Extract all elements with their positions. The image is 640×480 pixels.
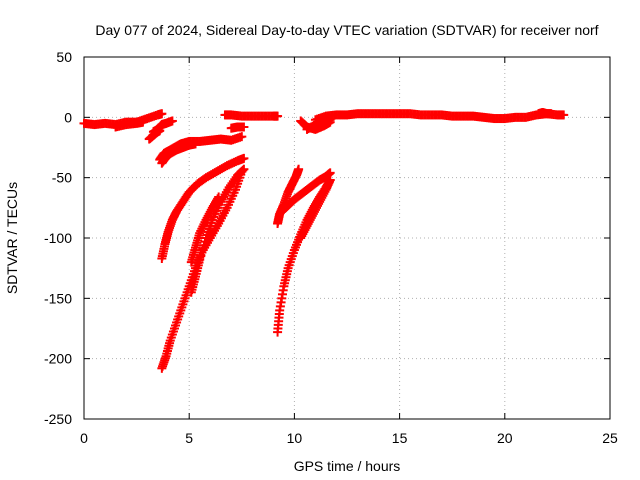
data-point bbox=[138, 117, 148, 127]
y-axis-title: SDTVAR / TECUs bbox=[4, 182, 20, 294]
x-tick-label: 25 bbox=[602, 430, 618, 446]
data-point bbox=[157, 109, 167, 119]
y-tick-label: -50 bbox=[52, 170, 72, 186]
y-tick-label: 50 bbox=[56, 49, 72, 65]
data-series-segment bbox=[296, 175, 335, 243]
data-point bbox=[198, 244, 208, 254]
data-point bbox=[325, 168, 335, 178]
data-point bbox=[546, 109, 556, 119]
y-tick-label: 0 bbox=[64, 109, 72, 125]
data-point bbox=[196, 251, 206, 261]
y-tick-label: -100 bbox=[44, 230, 72, 246]
data-series-segment bbox=[310, 109, 569, 125]
data-series-segment bbox=[226, 122, 249, 133]
data-series-segment bbox=[155, 132, 247, 165]
data-point bbox=[325, 175, 335, 185]
tick-layer: 0 5 10 15 20 25 50 0 -50 -100 -150 -200 -250 bbox=[44, 49, 618, 446]
data-point bbox=[239, 164, 249, 174]
data-point bbox=[238, 165, 248, 175]
y-tick-label: -150 bbox=[44, 290, 72, 306]
data-point bbox=[559, 110, 569, 120]
x-tick-label: 10 bbox=[287, 430, 303, 446]
data-point bbox=[167, 116, 177, 126]
data-series-segment bbox=[111, 117, 148, 132]
data-series-segment bbox=[186, 192, 224, 267]
data-point bbox=[214, 192, 224, 202]
x-tick-label: 20 bbox=[497, 430, 513, 446]
data-series-segment bbox=[148, 116, 177, 137]
x-axis-title: GPS time / hours bbox=[294, 458, 401, 474]
data-point bbox=[200, 237, 210, 247]
data-point bbox=[239, 153, 249, 163]
data-point bbox=[239, 122, 249, 132]
data-point bbox=[195, 255, 205, 265]
data-series-segment bbox=[277, 168, 335, 216]
data-series-segment bbox=[157, 153, 249, 264]
data-point bbox=[237, 132, 247, 142]
x-tick-label: 5 bbox=[185, 430, 193, 446]
data-series-segment bbox=[157, 167, 247, 373]
data-point bbox=[273, 111, 283, 121]
y-tick-label: -250 bbox=[44, 411, 72, 427]
data-point bbox=[199, 240, 209, 250]
data-series-segment bbox=[220, 110, 283, 121]
x-tick-label: 15 bbox=[392, 430, 408, 446]
data-point bbox=[294, 164, 304, 174]
data-series-segment bbox=[533, 108, 556, 119]
y-tick-label: -200 bbox=[44, 351, 72, 367]
data-point bbox=[197, 247, 207, 257]
data-layer bbox=[79, 108, 569, 373]
chart-title: Day 077 of 2024, Sidereal Day-to-day VTE… bbox=[95, 22, 598, 38]
x-tick-label: 0 bbox=[80, 430, 88, 446]
